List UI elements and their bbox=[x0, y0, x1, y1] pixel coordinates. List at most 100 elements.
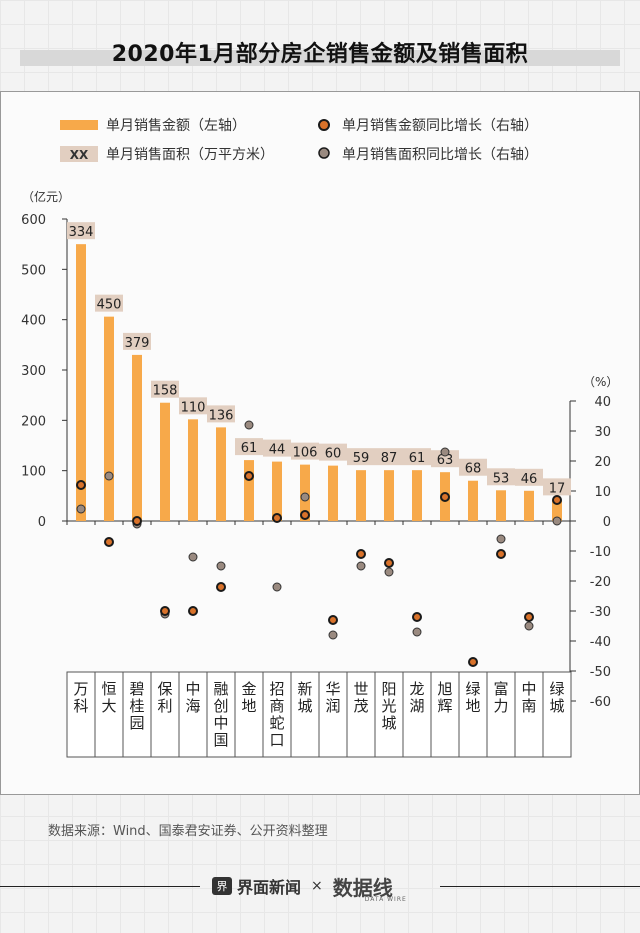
area-label-chip bbox=[95, 294, 123, 312]
amount-bar bbox=[216, 427, 226, 521]
category-label: 中南 bbox=[521, 680, 536, 715]
area-yoy-dot bbox=[216, 561, 226, 571]
area-label: 61 bbox=[409, 451, 426, 466]
legend-area-chip bbox=[60, 146, 98, 162]
category-label: 碧桂园 bbox=[129, 680, 144, 732]
category-box bbox=[402, 671, 432, 758]
category-label: 新城 bbox=[297, 680, 312, 715]
area-label-chip bbox=[123, 332, 151, 350]
legend-amount-yoy-label: 单月销售金额同比增长（右轴） bbox=[342, 118, 538, 134]
category-label: 招商蛇口 bbox=[269, 680, 284, 749]
footer-brand: 界 界面新闻 × 数据线 DATA WIRE bbox=[212, 874, 407, 903]
footer-rule-right bbox=[440, 886, 640, 887]
right-axis-tick-label: -30 bbox=[590, 605, 611, 620]
area-label: 106 bbox=[293, 446, 318, 461]
area-label-chip bbox=[151, 380, 179, 398]
right-axis-tick-label: 10 bbox=[594, 485, 611, 500]
area-label-chip bbox=[459, 458, 487, 476]
left-axis-tick-label: 100 bbox=[21, 465, 46, 480]
right-axis-tick-label: 20 bbox=[594, 455, 611, 470]
category-box bbox=[486, 671, 516, 758]
area-yoy-dot bbox=[104, 471, 114, 481]
area-label-chip bbox=[403, 448, 431, 466]
amount-yoy-dot bbox=[132, 516, 142, 526]
amount-yoy-dot bbox=[356, 549, 366, 559]
amount-yoy-dot bbox=[468, 657, 478, 667]
area-yoy-dot bbox=[496, 534, 506, 544]
area-label: 136 bbox=[209, 408, 234, 423]
right-axis-tick-label: -10 bbox=[590, 545, 611, 560]
left-axis-tick-label: 300 bbox=[21, 364, 46, 379]
right-axis-tick-label: 30 bbox=[594, 425, 611, 440]
category-label: 阳光城 bbox=[381, 680, 396, 732]
area-label: 44 bbox=[269, 443, 286, 458]
amount-yoy-dot bbox=[496, 549, 506, 559]
area-label-chip bbox=[235, 438, 263, 456]
area-label-chip bbox=[347, 448, 375, 466]
left-axis-unit: （亿元） bbox=[22, 189, 70, 204]
amount-yoy-dot bbox=[76, 480, 86, 490]
area-yoy-dot bbox=[384, 567, 394, 577]
amount-yoy-dot bbox=[300, 510, 310, 520]
legend-bar-label: 单月销售金额（左轴） bbox=[106, 118, 246, 134]
partner-logo: 数据线 bbox=[332, 875, 393, 900]
area-label-chip bbox=[431, 450, 459, 468]
category-label: 龙湖 bbox=[409, 680, 424, 715]
area-label: 379 bbox=[125, 336, 150, 351]
area-yoy-dot bbox=[300, 492, 310, 502]
area-label-chip bbox=[515, 468, 543, 486]
brand-separator: × bbox=[311, 878, 323, 894]
area-yoy-dot bbox=[412, 627, 422, 637]
area-yoy-dot bbox=[524, 621, 534, 631]
amount-bar bbox=[244, 460, 254, 521]
category-label: 旭辉 bbox=[437, 680, 452, 715]
area-label-chip bbox=[179, 397, 207, 415]
category-label: 融创中国 bbox=[213, 680, 228, 749]
source-note: 数据来源：Wind、国泰君安证券、公开资料整理 bbox=[48, 824, 328, 839]
area-label: 158 bbox=[153, 384, 178, 399]
right-axis-unit: （%） bbox=[583, 375, 618, 389]
area-label: 53 bbox=[493, 471, 510, 486]
category-label: 绿城 bbox=[549, 680, 564, 715]
amount-bar bbox=[468, 480, 478, 521]
amount-bar bbox=[356, 470, 366, 521]
amount-bar bbox=[552, 500, 562, 521]
amount-yoy-dot bbox=[328, 615, 338, 625]
area-yoy-dot bbox=[272, 582, 282, 592]
amount-yoy-dot bbox=[552, 495, 562, 505]
amount-bar bbox=[272, 461, 282, 521]
area-label-chip bbox=[487, 468, 515, 486]
amount-yoy-dot bbox=[244, 471, 254, 481]
right-axis-tick-label: -40 bbox=[590, 635, 611, 650]
area-label-chip bbox=[291, 442, 319, 460]
amount-bar bbox=[328, 465, 338, 521]
legend-area-yoy-label: 单月销售面积同比增长（右轴） bbox=[342, 147, 538, 163]
category-label: 保利 bbox=[157, 680, 172, 715]
amount-bar bbox=[188, 419, 198, 521]
amount-bar bbox=[524, 490, 534, 521]
area-label: 63 bbox=[437, 453, 454, 468]
right-axis-tick-label: -50 bbox=[590, 665, 611, 680]
left-axis-tick-label: 500 bbox=[21, 263, 46, 278]
amount-yoy-dot bbox=[272, 513, 282, 523]
area-label: 110 bbox=[181, 400, 206, 415]
area-yoy-dot bbox=[244, 420, 254, 430]
category-box bbox=[122, 671, 152, 758]
amount-bar bbox=[104, 316, 114, 521]
legend-amount-dot bbox=[318, 119, 330, 131]
legend-area-label: 单月销售面积（万平方米） bbox=[106, 147, 274, 163]
category-label: 中海 bbox=[185, 680, 200, 715]
category-box bbox=[346, 671, 376, 758]
category-label: 恒大 bbox=[101, 680, 116, 715]
area-yoy-dot bbox=[552, 516, 562, 526]
area-label-chip bbox=[543, 478, 571, 496]
amount-bar bbox=[132, 354, 142, 521]
right-axis-tick-label: 0 bbox=[603, 515, 611, 530]
amount-yoy-dot bbox=[216, 582, 226, 592]
area-label: 46 bbox=[521, 472, 538, 487]
category-box bbox=[66, 671, 96, 758]
area-yoy-dot bbox=[188, 552, 198, 562]
left-axis-tick-label: 400 bbox=[21, 314, 46, 329]
area-label-chip bbox=[319, 443, 347, 461]
